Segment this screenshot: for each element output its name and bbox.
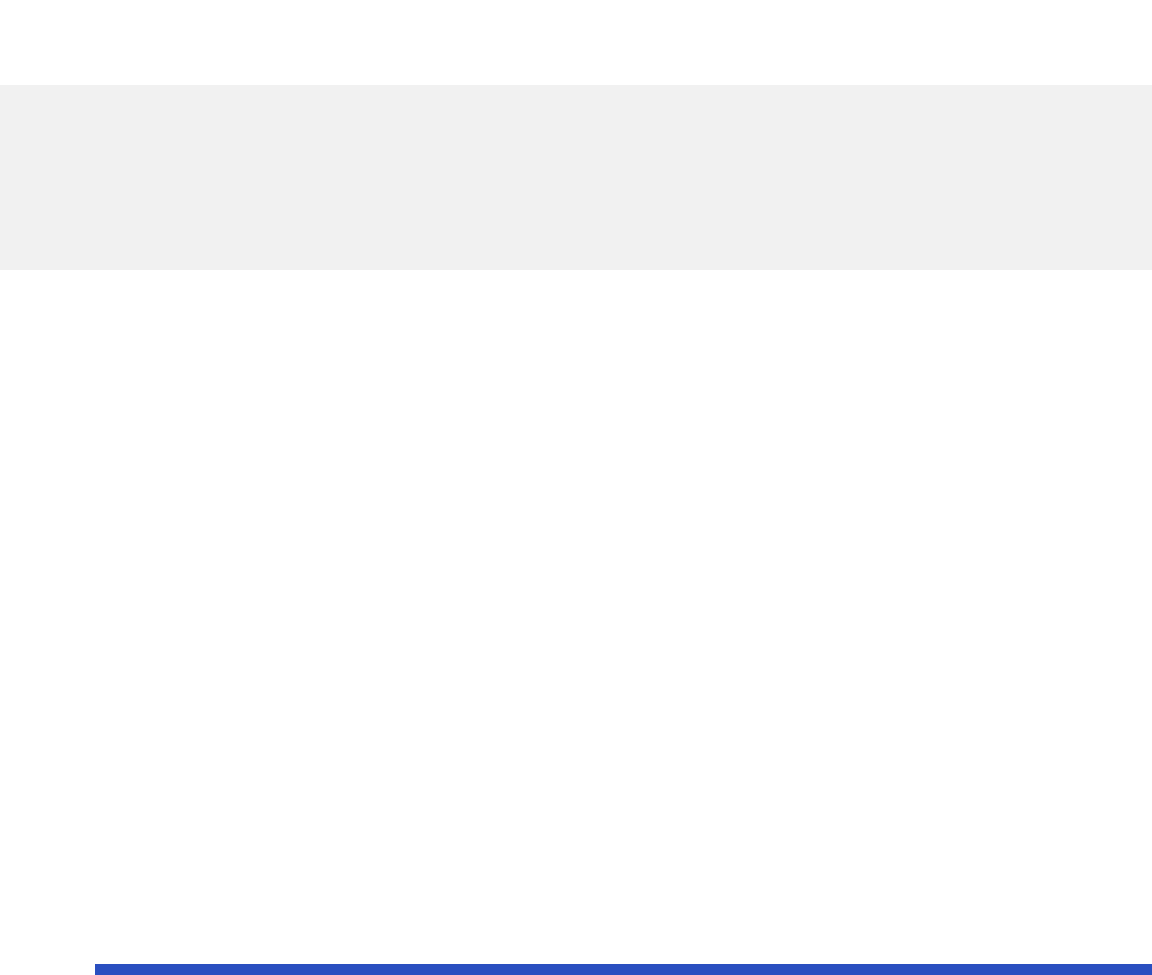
footer-bar [95,964,1152,975]
precipitation-chart [0,698,1152,898]
forecast-strip [0,85,1152,270]
temperature-chart [0,413,1152,613]
